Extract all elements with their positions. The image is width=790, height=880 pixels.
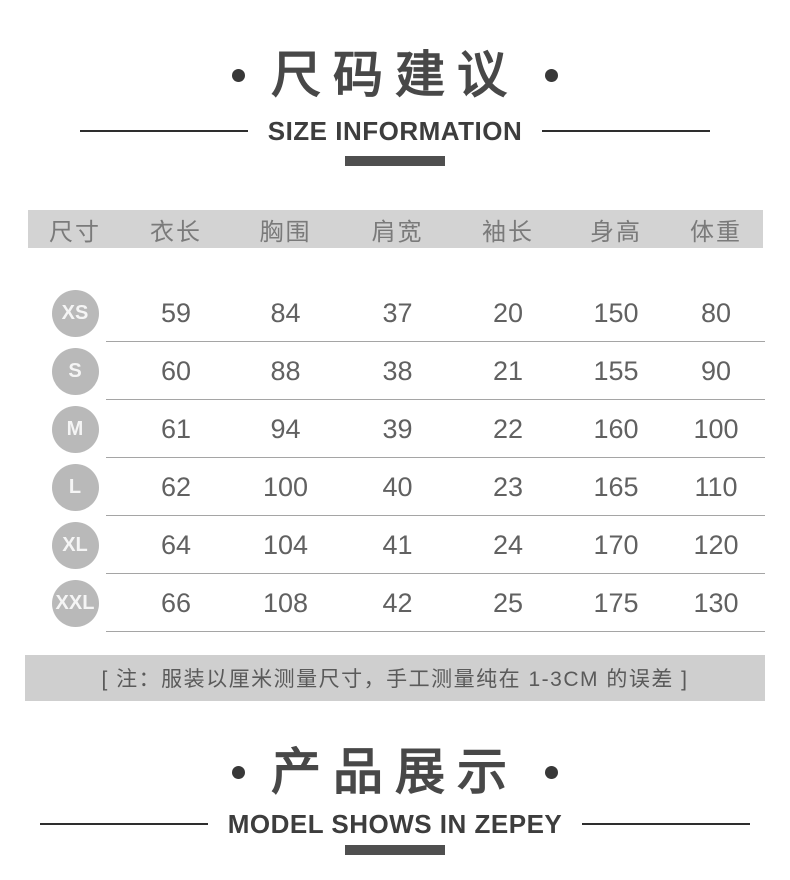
size-table-row: XXL 66 108 42 25 175 130 — [28, 574, 765, 632]
size-value-garment-length: 61 — [160, 413, 192, 444]
size-badge: L — [51, 463, 99, 511]
size-badge: XL — [51, 521, 99, 569]
size-value-sleeve: 23 — [492, 471, 524, 502]
size-badge-cell: XS — [28, 289, 123, 337]
size-value-garment-length: 59 — [160, 297, 192, 328]
size-value-shoulder: 37 — [382, 297, 413, 328]
product-section: 产品展示 MODEL SHOWS IN ZEPEY — [0, 743, 790, 855]
size-section-accent-bar — [345, 156, 445, 166]
measurement-note-text: [ 注：服装以厘米测量尺寸，手工测量纯在 1-3CM 的误差 ] — [101, 668, 689, 691]
size-table-row: XL 64 104 41 24 170 120 — [28, 516, 765, 574]
product-section-subtitle: MODEL SHOWS IN ZEPEY — [227, 809, 563, 839]
col-header-height: 身高 — [590, 218, 642, 246]
product-section-title: 产品展示 — [271, 744, 519, 800]
size-value-garment-length: 62 — [160, 471, 192, 502]
size-value-weight: 120 — [693, 529, 739, 560]
size-value-weight: 110 — [694, 471, 738, 502]
size-value-shoulder: 42 — [382, 587, 413, 618]
size-value-shoulder: 40 — [382, 471, 413, 502]
size-table-row: L 62 100 40 23 165 110 — [28, 458, 765, 516]
size-value-garment-length: 60 — [160, 355, 192, 386]
size-section-title: 尺码建议 — [271, 47, 519, 103]
product-section-subtitle-row: MODEL SHOWS IN ZEPEY — [0, 809, 790, 839]
size-section-subtitle: SIZE INFORMATION — [267, 116, 523, 146]
size-value-height: 150 — [593, 297, 639, 328]
size-table-header: 尺寸 衣长 胸围 肩宽 袖长 身高 体重 — [27, 210, 763, 248]
title-right-dot-icon — [545, 68, 558, 82]
size-value-garment-length: 64 — [160, 529, 192, 560]
size-table-row: XS 59 84 37 20 150 80 — [28, 284, 765, 342]
size-value-sleeve: 21 — [492, 355, 524, 386]
size-value-sleeve: 24 — [492, 529, 524, 560]
size-table-row: S 60 88 38 21 155 90 — [28, 342, 765, 400]
size-value-height: 155 — [593, 355, 639, 386]
size-value-chest: 88 — [270, 355, 301, 386]
size-value-chest: 104 — [262, 529, 309, 560]
subtitle-left-line — [79, 130, 248, 132]
size-section-title-row: 尺码建议 — [0, 46, 790, 104]
col-header-chest: 胸围 — [259, 218, 312, 246]
subtitle-left-line — [39, 823, 208, 825]
col-header-shoulder: 肩宽 — [371, 218, 424, 246]
size-value-height: 160 — [593, 413, 639, 444]
size-table-row: M 61 94 39 22 160 100 — [28, 400, 765, 458]
size-badge-cell: XL — [28, 521, 123, 569]
size-value-height: 165 — [593, 471, 639, 502]
col-header-weight: 体重 — [690, 218, 742, 246]
size-badge-cell: L — [28, 463, 123, 511]
size-value-chest: 108 — [262, 587, 309, 618]
size-badge: M — [51, 405, 99, 453]
subtitle-right-line — [582, 823, 751, 825]
size-value-weight: 100 — [693, 413, 739, 444]
col-header-sleeve: 袖长 — [482, 218, 534, 246]
size-badge-cell: XXL — [28, 579, 123, 627]
col-header-garment-length: 衣长 — [150, 218, 202, 246]
title-left-dot-icon — [232, 765, 245, 779]
title-left-dot-icon — [232, 68, 245, 82]
size-value-sleeve: 25 — [492, 587, 524, 618]
col-header-size: 尺寸 — [49, 218, 101, 246]
size-value-chest: 84 — [270, 297, 301, 328]
size-value-sleeve: 22 — [492, 413, 524, 444]
size-value-weight: 130 — [693, 587, 739, 618]
size-badge: XXL — [51, 579, 99, 627]
product-section-title-row: 产品展示 — [0, 743, 790, 801]
product-section-accent-bar — [345, 845, 445, 855]
size-value-height: 170 — [593, 529, 639, 560]
size-section-subtitle-row: SIZE INFORMATION — [0, 116, 790, 146]
title-right-dot-icon — [545, 765, 558, 779]
size-value-sleeve: 20 — [492, 297, 524, 328]
size-badge: XS — [51, 289, 99, 337]
size-section: 尺码建议 SIZE INFORMATION 尺寸 衣长 胸围 肩宽 袖长 身高 … — [0, 46, 790, 701]
size-table: 尺寸 衣长 胸围 肩宽 袖长 身高 体重 XS 59 84 37 20 150 … — [27, 210, 765, 632]
measurement-note-bar: [ 注：服装以厘米测量尺寸，手工测量纯在 1-3CM 的误差 ] — [25, 655, 765, 701]
size-badge-cell: S — [28, 347, 123, 395]
size-value-chest: 94 — [270, 413, 301, 444]
size-value-weight: 90 — [700, 355, 732, 386]
size-value-shoulder: 39 — [382, 413, 413, 444]
size-value-height: 175 — [593, 587, 639, 618]
size-value-shoulder: 41 — [382, 529, 413, 560]
size-value-shoulder: 38 — [382, 355, 413, 386]
size-table-body: XS 59 84 37 20 150 80 S 60 88 38 21 155 … — [28, 248, 765, 632]
size-badge: S — [51, 347, 99, 395]
size-value-weight: 80 — [700, 297, 732, 328]
size-badge-cell: M — [28, 405, 123, 453]
subtitle-right-line — [542, 130, 711, 132]
size-value-chest: 100 — [262, 471, 309, 502]
size-value-garment-length: 66 — [160, 587, 192, 618]
